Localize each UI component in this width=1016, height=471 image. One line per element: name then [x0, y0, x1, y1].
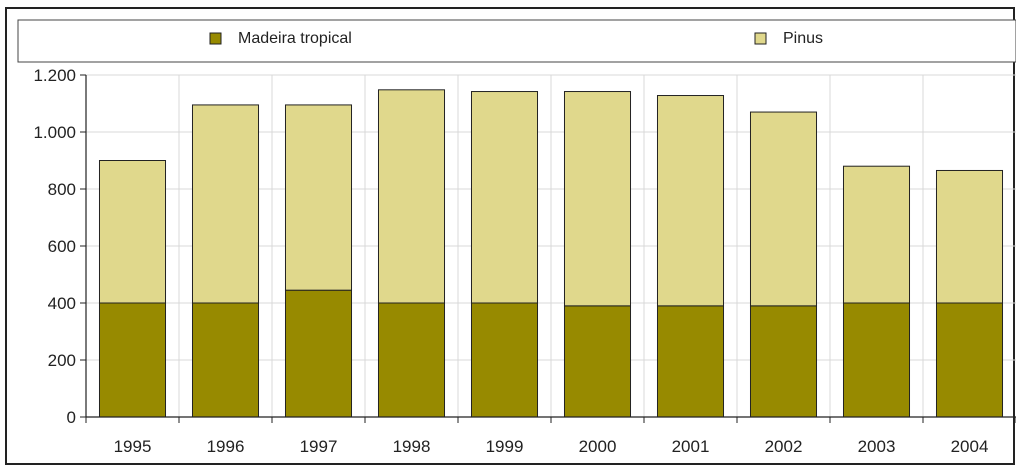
y-tick-label: 600 — [48, 237, 76, 256]
x-tick-label: 2000 — [579, 437, 617, 456]
legend-label-madeira-tropical: Madeira tropical — [238, 30, 352, 47]
bar-pinus-2001 — [656, 95, 725, 307]
bar-pinus-1995 — [98, 160, 167, 304]
y-tick-label: 0 — [67, 408, 76, 427]
x-tick-label: 1995 — [114, 437, 152, 456]
legend-label-pinus: Pinus — [783, 30, 823, 47]
bar-madeira-tropical-2001 — [656, 305, 725, 418]
legend-swatch-madeira-tropical — [209, 32, 222, 45]
x-tick-label: 1999 — [486, 437, 524, 456]
bar-pinus-2003 — [842, 165, 911, 304]
x-tick-label: 1998 — [393, 437, 431, 456]
x-tick-label: 1997 — [300, 437, 338, 456]
x-tick-label: 2003 — [858, 437, 896, 456]
bar-pinus-1999 — [470, 91, 539, 304]
bar-madeira-tropical-1996 — [191, 302, 260, 418]
bar-madeira-tropical-2003 — [842, 302, 911, 418]
bar-madeira-tropical-1997 — [284, 289, 353, 418]
y-tick-labels: 0 200 400 600 800 1.000 1.200 — [33, 66, 86, 427]
y-tick-label: 200 — [48, 351, 76, 370]
bar-pinus-1996 — [191, 104, 260, 304]
bar-madeira-tropical-2002 — [749, 305, 818, 418]
legend-swatch-pinus — [754, 32, 767, 45]
y-tick-label: 400 — [48, 294, 76, 313]
bar-pinus-2002 — [749, 111, 818, 307]
y-tick-label: 800 — [48, 180, 76, 199]
bar-madeira-tropical-1998 — [377, 302, 446, 418]
y-tick-label: 1.000 — [33, 123, 76, 142]
bar-madeira-tropical-1999 — [470, 302, 539, 418]
y-tick-label: 1.200 — [33, 66, 76, 85]
bar-pinus-2004 — [935, 169, 1004, 304]
bar-madeira-tropical-2000 — [563, 305, 632, 418]
legend: Madeira tropical Pinus — [17, 19, 1016, 63]
x-tick-label: 2001 — [672, 437, 710, 456]
bar-madeira-tropical-1995 — [98, 302, 167, 418]
legend-box — [17, 19, 1016, 63]
x-tick-labels: 1995 1996 1997 1998 1999 2000 2001 2002 2003 2004 — [85, 417, 1016, 456]
bar-pinus-1997 — [284, 104, 353, 291]
x-tick-label: 1996 — [207, 437, 245, 456]
bars — [98, 89, 1004, 418]
bar-pinus-1998 — [377, 89, 446, 304]
bar-pinus-2000 — [563, 91, 632, 307]
bar-madeira-tropical-2004 — [935, 302, 1004, 418]
x-tick-label: 2002 — [765, 437, 803, 456]
x-tick-label: 2004 — [951, 437, 989, 456]
